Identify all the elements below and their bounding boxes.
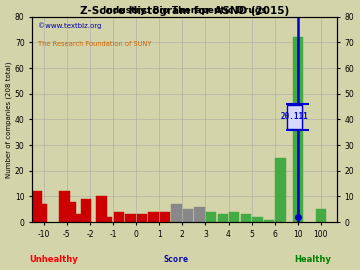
Bar: [264, 220, 274, 222]
Bar: [171, 204, 182, 222]
Bar: [102, 217, 112, 222]
Bar: [206, 212, 216, 222]
Bar: [293, 37, 303, 222]
Bar: [137, 214, 147, 222]
Text: Industry: Bio Therapeutic Drugs: Industry: Bio Therapeutic Drugs: [103, 6, 266, 15]
Bar: [32, 191, 42, 222]
Text: Score: Score: [163, 255, 188, 264]
Bar: [125, 214, 136, 222]
Text: 20.111: 20.111: [281, 112, 309, 121]
Text: ©www.textbiz.org: ©www.textbiz.org: [38, 23, 102, 29]
FancyBboxPatch shape: [287, 105, 302, 129]
Y-axis label: Number of companies (208 total): Number of companies (208 total): [5, 61, 12, 178]
Bar: [229, 212, 239, 222]
Bar: [194, 207, 205, 222]
Text: Unhealthy: Unhealthy: [29, 255, 78, 264]
Bar: [81, 199, 91, 222]
Bar: [96, 197, 107, 222]
Bar: [114, 212, 124, 222]
Text: The Research Foundation of SUNY: The Research Foundation of SUNY: [38, 41, 152, 47]
Bar: [252, 217, 262, 222]
Bar: [148, 212, 159, 222]
Bar: [36, 204, 47, 222]
Text: Healthy: Healthy: [294, 255, 331, 264]
Bar: [66, 202, 76, 222]
Bar: [160, 212, 170, 222]
Bar: [275, 158, 286, 222]
Bar: [240, 214, 251, 222]
Bar: [217, 214, 228, 222]
Title: Z-Score Histogram for ASND (2015): Z-Score Histogram for ASND (2015): [80, 6, 289, 16]
Bar: [59, 191, 70, 222]
Bar: [73, 214, 84, 222]
Bar: [183, 209, 193, 222]
Bar: [316, 209, 326, 222]
